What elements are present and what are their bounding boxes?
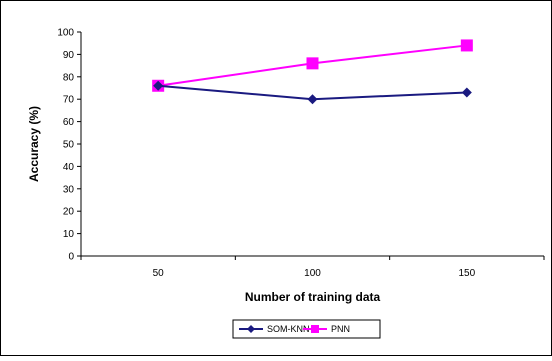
y-tick-label: 70: [63, 95, 75, 106]
legend-label-som-knn: SOM-KNN: [267, 324, 310, 334]
x-axis-title: Number of training data: [245, 290, 381, 304]
legend: SOM-KNN PNN: [232, 319, 381, 339]
legend-marker-pnn: [311, 325, 319, 333]
legend-entry-som-knn: SOM-KNN: [239, 324, 310, 334]
legend-label-pnn: PNN: [331, 324, 350, 334]
y-tick-label: 100: [57, 28, 74, 39]
y-tick-label: 50: [63, 140, 75, 151]
x-ticks: 50 100 150: [80, 256, 545, 279]
data-point-som-knn: [307, 94, 318, 105]
y-tick-label: 0: [68, 252, 74, 263]
y-ticks: 0 10 20 30 40 50 60 70 80 90 100: [57, 28, 81, 263]
legend-entry-pnn: PNN: [303, 324, 350, 334]
data-point-pnn: [460, 39, 473, 52]
y-tick-label: 20: [63, 207, 75, 218]
y-tick-label: 80: [63, 72, 75, 83]
legend-marker-som-knn: [247, 325, 255, 333]
y-tick-label: 90: [63, 50, 75, 61]
y-axis-title: Accuracy (%): [27, 106, 41, 182]
y-tick-label: 40: [63, 162, 75, 173]
series: [152, 39, 473, 105]
series-som-knn: [153, 80, 472, 105]
y-tick-label: 60: [63, 117, 75, 128]
data-point-som-knn: [461, 87, 472, 98]
y-tick-label: 30: [63, 184, 75, 195]
data-point-pnn: [306, 57, 319, 70]
x-tick-label: 100: [304, 268, 321, 279]
y-tick-label: 10: [63, 229, 75, 240]
x-tick-label: 150: [458, 268, 475, 279]
x-tick-label: 50: [153, 268, 165, 279]
data-point-som-knn: [153, 80, 164, 91]
